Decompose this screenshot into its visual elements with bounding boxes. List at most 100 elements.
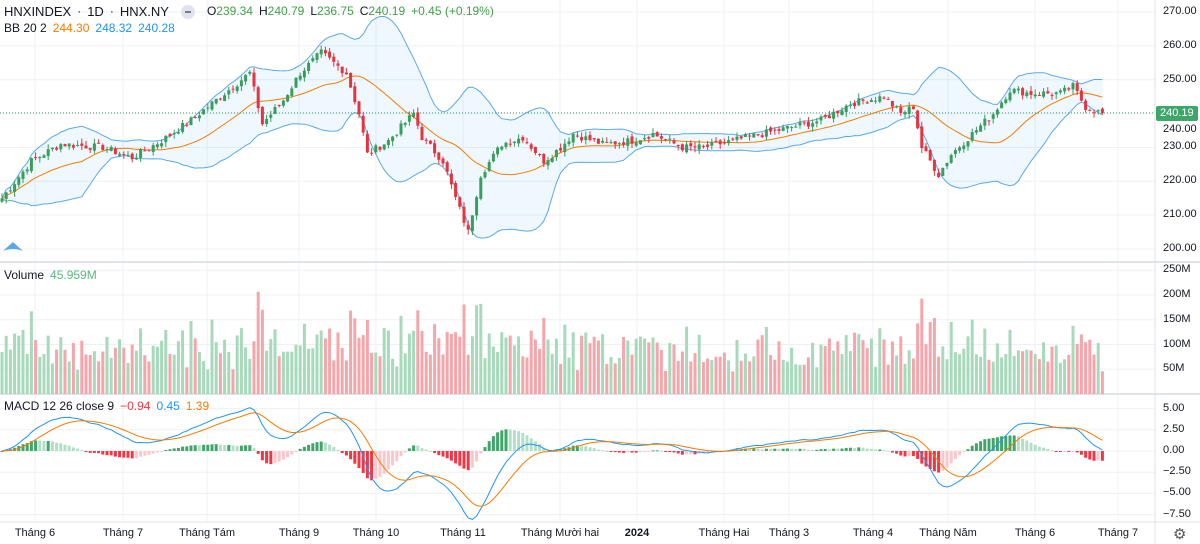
candle-body [399,123,403,135]
macd-histogram-bar [256,451,260,454]
volume-bar [517,336,521,394]
candle-body [168,133,172,136]
candle-body [143,150,147,152]
candle-body [911,106,915,110]
macd-histogram-bar [882,450,886,452]
macd-histogram-bar [626,451,630,453]
volume-bar [769,355,773,394]
candle-body [118,153,122,156]
macd-histogram-bar [202,444,206,451]
volume-bar [344,360,348,394]
volume-bar [857,334,861,394]
macd-histogram-bar [874,449,878,451]
volume-bar [756,339,760,394]
tradingview-logo-icon[interactable] [2,236,24,256]
candle-body [651,133,655,138]
settings-gear-icon[interactable]: ⚙ [1173,526,1187,543]
candle-body [928,149,932,161]
candle-body [857,98,861,106]
volume-bar [664,370,668,394]
volume-bar [529,330,533,394]
macd-histogram-bar [571,445,575,451]
candle-body [634,142,638,146]
volume-bar [214,342,218,394]
candle-body [483,172,487,178]
macd-histogram-bar [1004,436,1008,451]
volume-bar [139,328,143,394]
candle-body [197,115,201,119]
high-field: H240.79 [259,4,304,19]
macd-histogram-bar [651,450,655,452]
macd-histogram-bar [609,451,613,452]
macd-histogram-bar [706,451,710,454]
volume-bar [916,323,920,394]
volume-bar [596,340,600,394]
volume-bar [227,351,231,394]
volume-bar [319,330,323,394]
macd-histogram-bar [823,448,827,451]
macd-histogram-bar [1092,451,1096,461]
volume-bar [886,364,890,394]
macd-histogram-bar [743,448,747,451]
candle-body [706,144,710,147]
candle-body [395,134,399,136]
candle-body [365,133,369,153]
candle-body [756,134,760,136]
macd-histogram-bar [462,451,466,469]
volume-bar [126,362,130,394]
macd-histogram-bar [349,451,353,460]
bb-legend[interactable]: BB 20 2 244.30 248.32 240.28 [4,21,175,36]
volume-bar [298,345,302,394]
volume-bar [378,356,382,394]
candle-body [1021,88,1025,96]
volume-bar [1016,350,1020,394]
macd-histogram-bar [979,441,983,451]
macd-histogram-bar [172,448,176,451]
volume-bar [109,357,113,394]
volume-bar [521,356,525,394]
volume-bar [13,333,17,394]
macd-histogram-bar [370,451,374,481]
macd-histogram-bar [193,445,197,451]
macd-histogram-bar [231,445,235,451]
macd-histogram-bar [798,448,802,451]
macd-histogram-bar [454,451,458,464]
volume-bar [193,338,197,394]
macd-histogram-bar [932,451,936,472]
macd-histogram-bar [592,448,596,451]
macd-histogram-bar [941,451,945,471]
macd-histogram-bar [155,451,159,453]
volume-bar [823,345,827,394]
volume-bar [840,354,844,394]
collapse-icon[interactable] [180,4,195,19]
volume-bar [458,336,462,394]
macd-histogram-bar [953,451,957,459]
candle-body [218,98,222,100]
candle-body [286,95,290,102]
volume-bar [827,338,831,394]
candle-body [584,136,588,141]
volume-bar [433,324,437,394]
volume-legend[interactable]: Volume 45.959M [4,268,97,283]
volume-bar [395,366,399,394]
interval[interactable]: 1D [87,4,104,19]
macd-histogram-bar [223,445,227,451]
candle-body [1025,92,1029,97]
macd-histogram-bar [38,440,42,451]
volume-bar [500,332,504,394]
volume-bar [508,335,512,394]
volume-bar [844,335,848,394]
macd-legend[interactable]: MACD 12 26 close 9 −0.94 0.45 1.39 [4,399,209,414]
macd-histogram-bar [1021,438,1025,451]
volume-bar [496,352,500,394]
candle-body [844,105,848,113]
time-axis-label: Tháng Hai [698,527,750,539]
volume-bar [991,361,995,394]
candle-body [1029,91,1033,95]
volume-bar [407,333,411,394]
symbol-name[interactable]: HNXINDEX [4,4,72,19]
candle-body [979,125,983,132]
candle-body [1000,102,1004,109]
macd-histogram-bar [538,444,542,451]
